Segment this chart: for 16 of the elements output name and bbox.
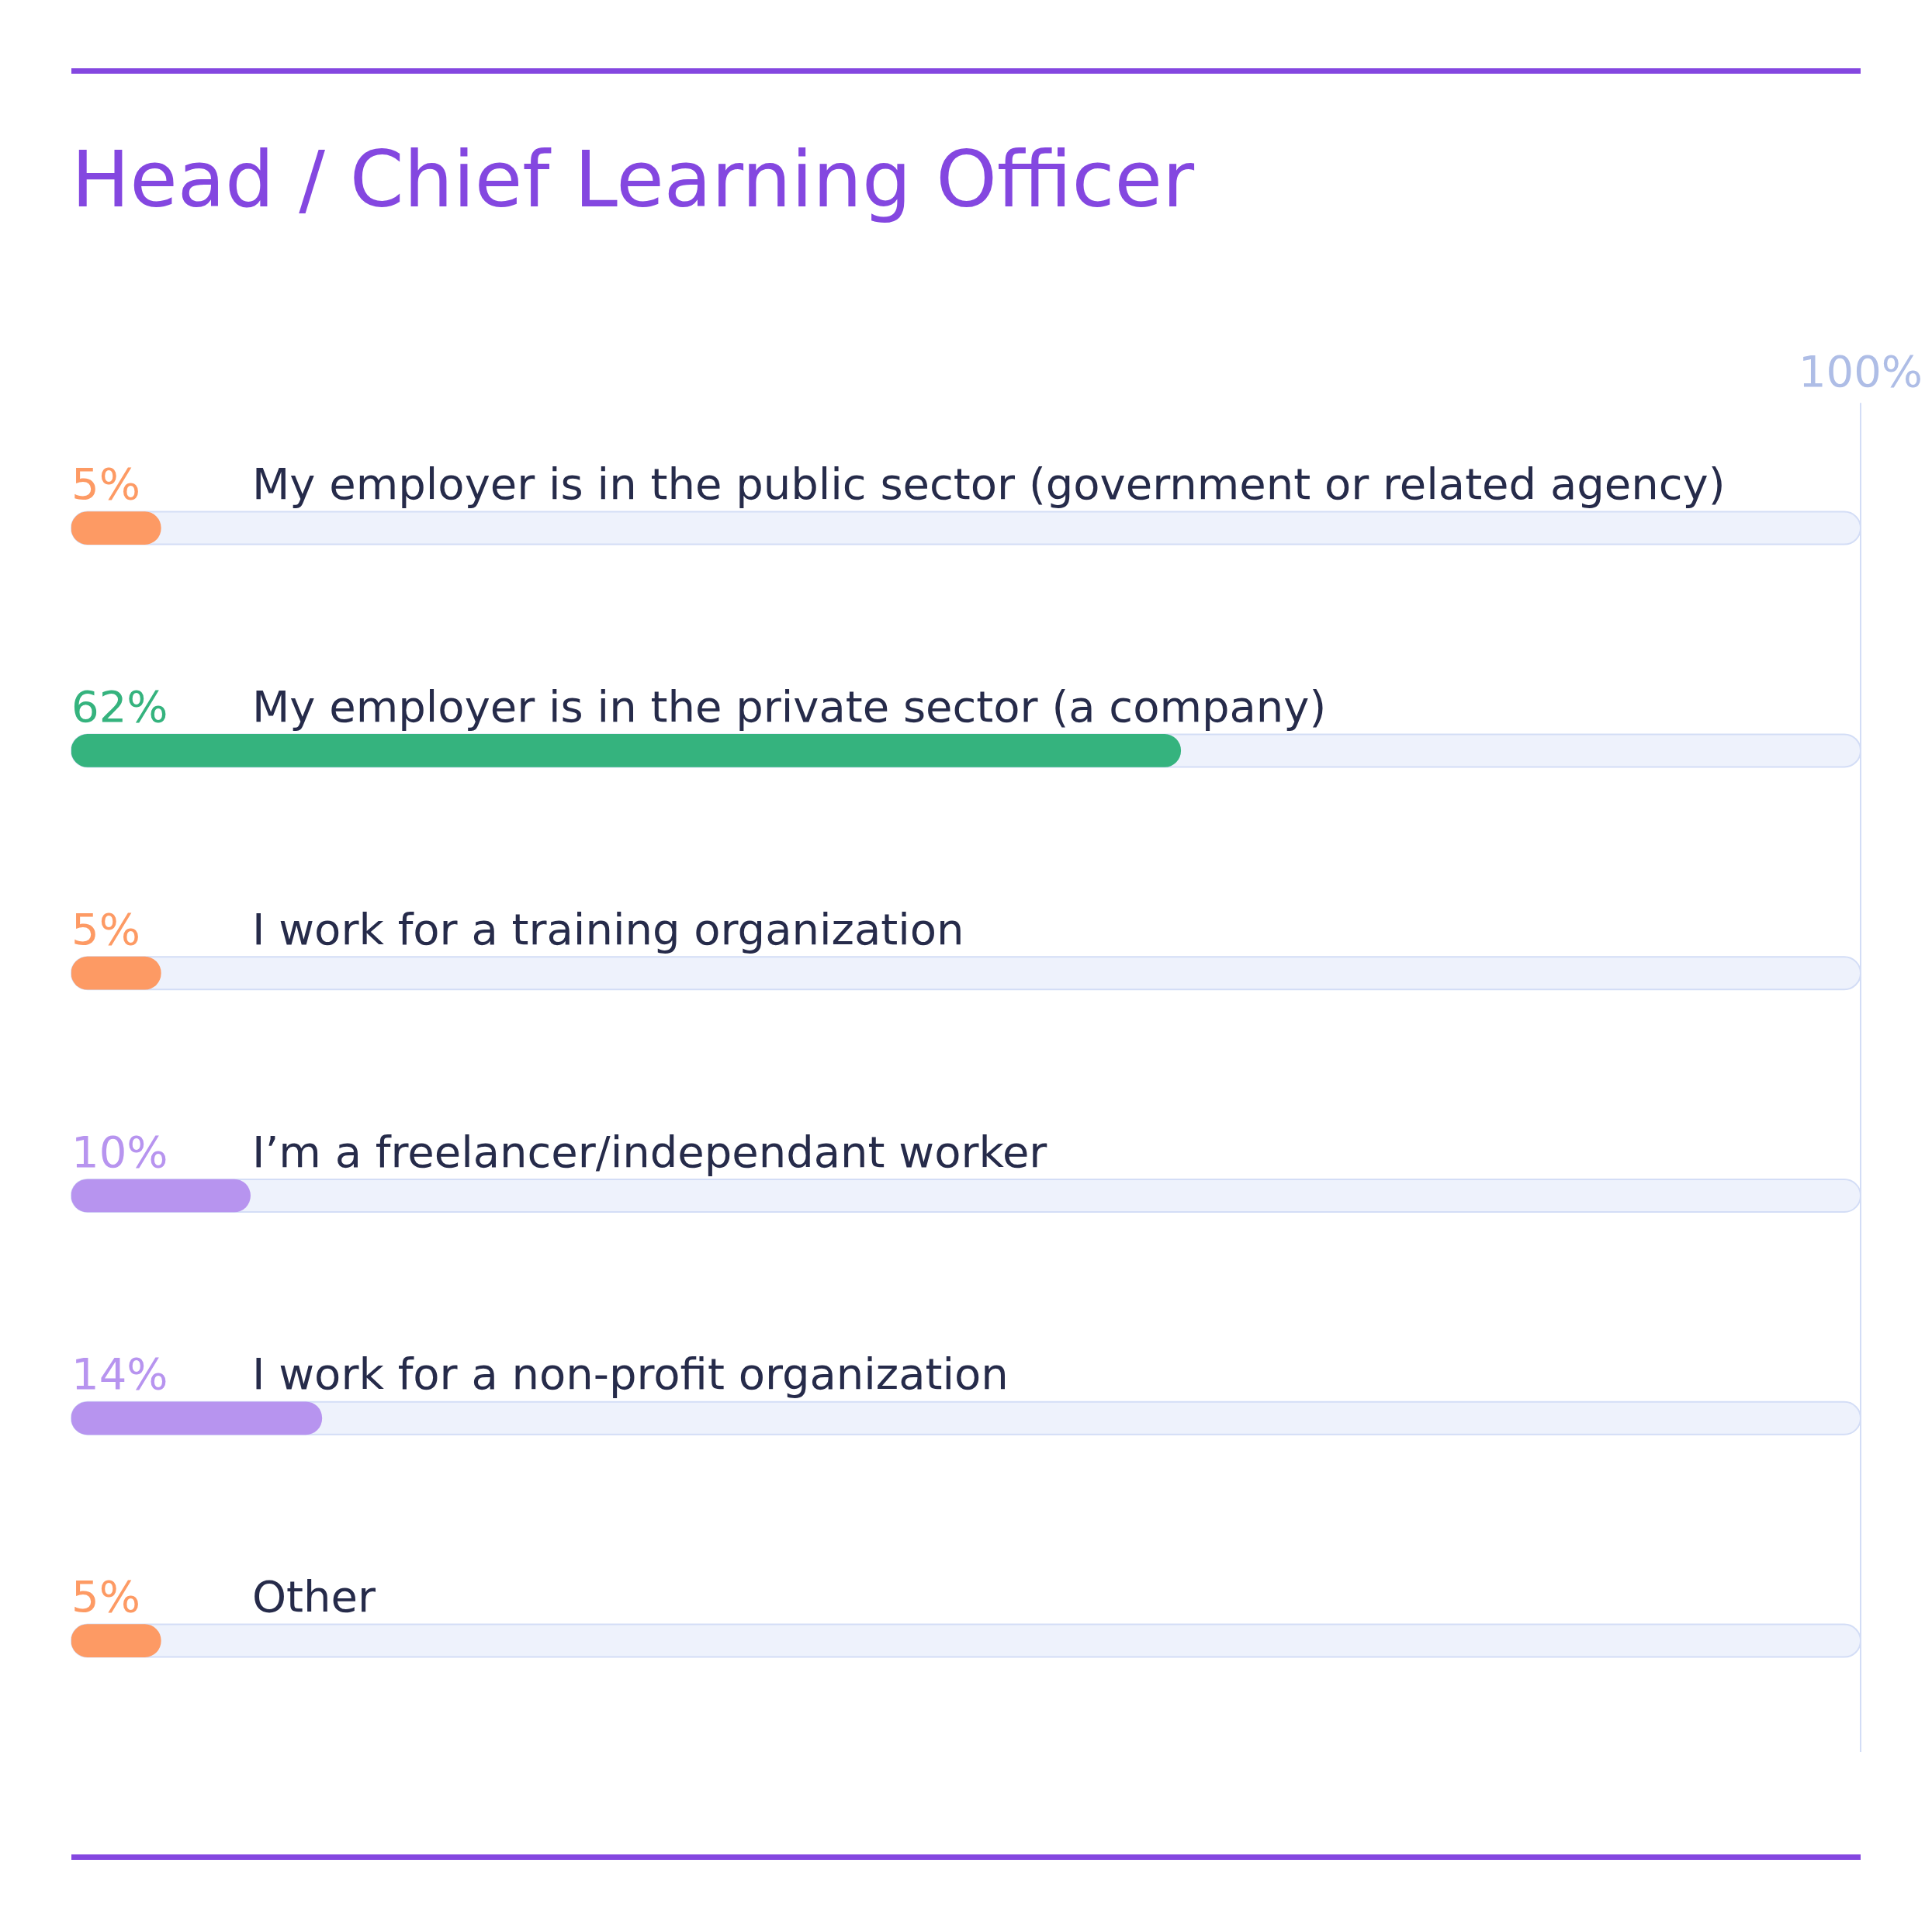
data-label: 5%	[71, 1571, 140, 1622]
chart-title: Head / Chief Learning Officer	[71, 134, 1195, 225]
bar	[71, 1179, 251, 1213]
y-tick-label: Other	[252, 1571, 376, 1622]
bar	[71, 1401, 323, 1435]
y-tick-label: I work for a non-profit organization	[252, 1349, 1009, 1400]
data-label: 5%	[71, 903, 140, 954]
y-tick-label: My employer is in the private sector (a company)	[252, 680, 1327, 732]
y-tick-label: I’m a freelancer/independant worker	[252, 1126, 1048, 1177]
data-label: 14%	[71, 1349, 168, 1400]
y-tick-label: I work for a training organization	[252, 903, 964, 954]
x-tick-label: 100%	[1798, 346, 1923, 397]
data-label: 10%	[71, 1126, 168, 1177]
y-tick-label: My employer is in the public sector (government or related agency)	[252, 459, 1726, 510]
data-label: 62%	[71, 680, 168, 732]
data-label: 5%	[71, 459, 140, 510]
